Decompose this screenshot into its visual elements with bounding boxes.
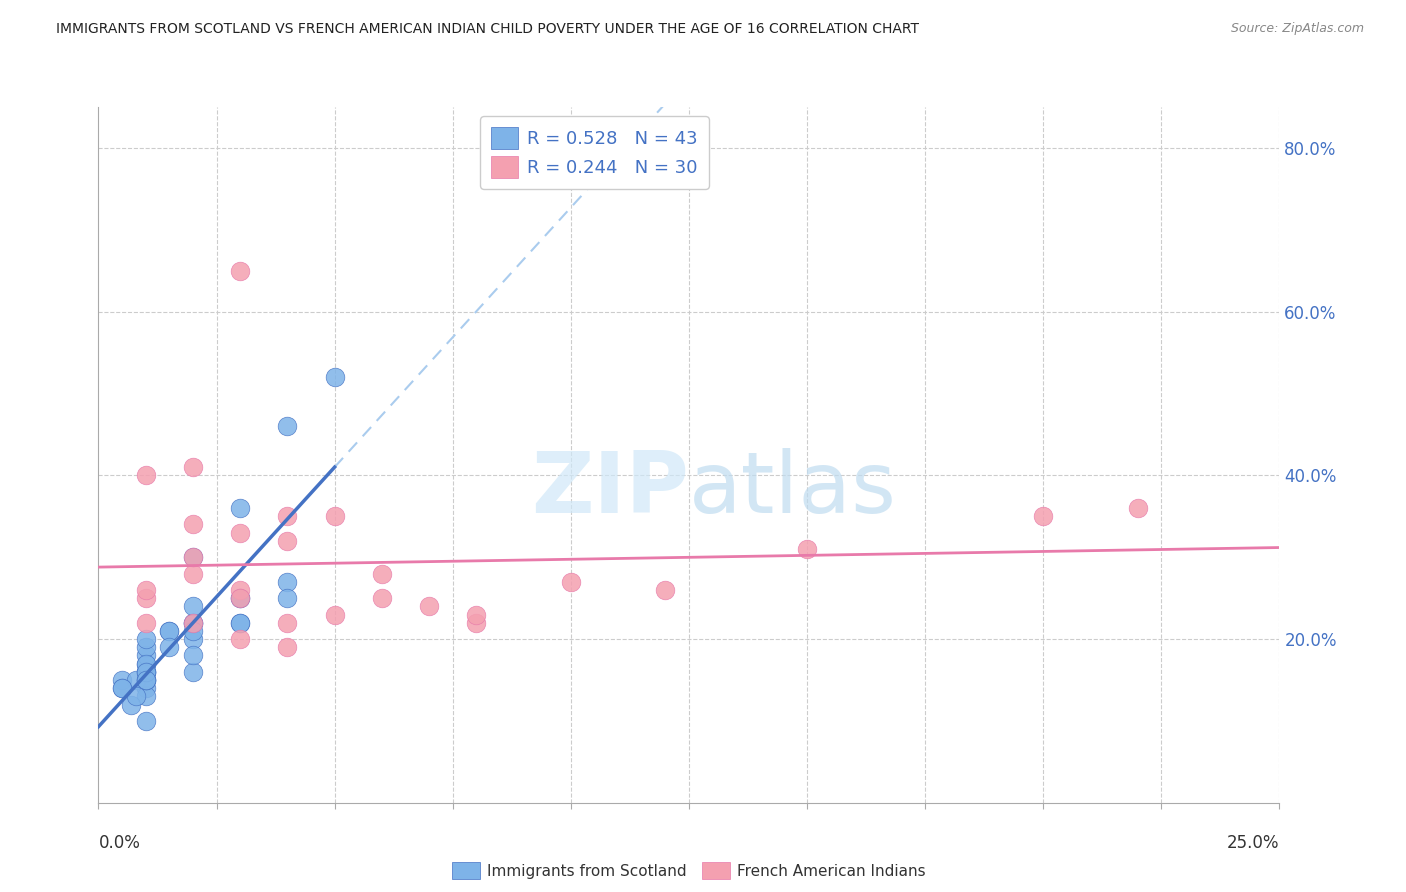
Point [229, 525, 252, 540]
Point [135, 632, 157, 646]
Point [276, 615, 298, 630]
Point [181, 665, 204, 679]
Point [654, 582, 676, 597]
Point [135, 582, 157, 597]
Point [135, 640, 157, 655]
Point [135, 673, 157, 687]
Point [229, 591, 252, 606]
Point [135, 665, 157, 679]
Point [229, 632, 252, 646]
Point [157, 640, 180, 655]
Point [135, 714, 157, 728]
Point [229, 501, 252, 516]
Text: IMMIGRANTS FROM SCOTLAND VS FRENCH AMERICAN INDIAN CHILD POVERTY UNDER THE AGE O: IMMIGRANTS FROM SCOTLAND VS FRENCH AMERI… [56, 22, 920, 37]
Point [181, 615, 204, 630]
Point [371, 591, 394, 606]
Point [157, 624, 180, 638]
Point [276, 574, 298, 589]
Point [276, 533, 298, 548]
Point [229, 591, 252, 606]
Point [135, 681, 157, 696]
Point [111, 681, 134, 696]
Point [135, 690, 157, 704]
Point [181, 632, 204, 646]
Point [181, 615, 204, 630]
Point [111, 681, 134, 696]
Point [135, 665, 157, 679]
Point [181, 615, 204, 630]
Point [465, 607, 488, 622]
Point [181, 517, 204, 532]
Point [121, 698, 143, 712]
Point [125, 690, 148, 704]
Point [465, 615, 488, 630]
Text: atlas: atlas [689, 448, 897, 532]
Point [181, 460, 204, 475]
Point [229, 615, 252, 630]
Text: Source: ZipAtlas.com: Source: ZipAtlas.com [1230, 22, 1364, 36]
Point [135, 648, 157, 663]
Point [323, 370, 346, 384]
Text: 25.0%: 25.0% [1227, 834, 1279, 852]
Point [229, 591, 252, 606]
Point [323, 607, 346, 622]
Point [560, 574, 582, 589]
Point [1126, 501, 1149, 516]
Point [229, 582, 252, 597]
Point [276, 509, 298, 524]
Point [135, 673, 157, 687]
Point [181, 550, 204, 565]
Point [323, 509, 346, 524]
Point [796, 542, 818, 557]
Point [135, 673, 157, 687]
Point [181, 599, 204, 614]
Point [135, 665, 157, 679]
Point [125, 673, 148, 687]
Point [181, 648, 204, 663]
Point [135, 615, 157, 630]
Point [418, 599, 440, 614]
Point [1032, 509, 1054, 524]
Point [111, 673, 134, 687]
Point [135, 665, 157, 679]
Point [276, 591, 298, 606]
Point [181, 550, 204, 565]
Point [157, 624, 180, 638]
Point [229, 264, 252, 278]
Point [229, 615, 252, 630]
Point [135, 591, 157, 606]
Point [181, 566, 204, 581]
Point [135, 657, 157, 671]
Point [276, 640, 298, 655]
Point [135, 673, 157, 687]
Point [135, 657, 157, 671]
Legend: Immigrants from Scotland, French American Indians: Immigrants from Scotland, French America… [446, 855, 932, 886]
Point [181, 615, 204, 630]
Point [276, 419, 298, 434]
Point [135, 468, 157, 483]
Point [371, 566, 394, 581]
Text: 0.0%: 0.0% [98, 834, 141, 852]
Text: ZIP: ZIP [531, 448, 689, 532]
Point [181, 624, 204, 638]
